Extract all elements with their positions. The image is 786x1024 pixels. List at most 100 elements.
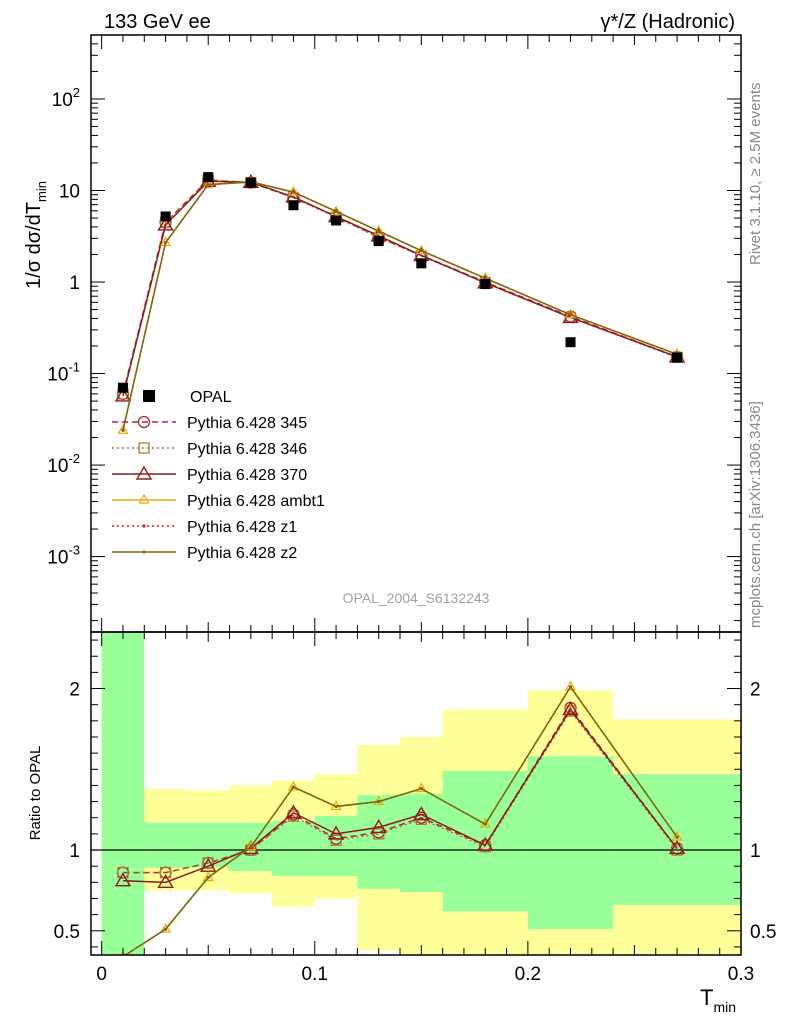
ratio-series-point [413,806,430,821]
ratio-series-point [419,787,423,791]
uncertainty-band-stat [101,632,145,955]
mcplots-label: mcplots.cern.ch [arXiv:1306.3436] [747,401,764,628]
series-point [568,313,573,317]
series-line [122,179,678,395]
ratio-series-point [477,836,494,851]
uncertainty-band-stat [144,822,187,868]
ratio-series-point [415,782,427,793]
uncertainty-band-stat [314,816,358,876]
ratio-series-point [668,840,686,855]
main-frame [90,34,742,633]
x-tick-label: 0.2 [515,964,541,985]
series-point [334,209,338,214]
series-point [291,190,296,194]
header-right: γ*/Z (Hadronic) [601,11,735,33]
ratio-series-point [117,866,129,879]
legend-label: Pythia 6.428 370 [187,467,307,484]
ratio-series-line [122,709,678,874]
ratio-series-point [671,830,683,841]
legend-marker [138,442,150,454]
ratio-series-point [287,780,299,791]
main-plot-area [114,172,686,434]
ratio-series-point [377,799,381,804]
ratio-series-point [160,922,172,933]
ratio-y-tick-label: 0.5 [54,922,80,943]
uncertainty-band-stat [272,820,315,876]
ratio-y-tick-label: 1 [69,841,80,862]
data-point [288,200,299,211]
ratio-series-point [483,822,487,826]
ratio-series-point [199,857,217,872]
series-point [163,240,168,245]
ratio-series-point [370,819,387,834]
legend-label: Pythia 6.428 ambt1 [187,493,325,510]
ratio-series-point [159,866,172,879]
series-point [121,428,125,432]
legend-marker [135,465,153,480]
ratio-series-point [562,701,579,716]
data-point [203,172,214,183]
data-point [565,337,576,348]
ratio-uncertainty-bands [91,632,741,955]
ratio-y-tick-label: 2 [69,680,80,701]
data-point [480,279,491,290]
legend-label: Pythia 6.428 346 [187,441,307,458]
ratio-ylabel: Ratio to OPAL [27,746,44,841]
series-line [122,179,678,395]
x-tick-label: 0 [96,964,107,985]
x-tick-label: 0.1 [302,964,328,985]
y-tick-label: 102 [52,85,80,111]
ratio-series-point [291,785,296,789]
ratio-plot-area [114,680,686,955]
y-tick-label: 10-2 [47,451,80,477]
series-point [419,249,423,253]
uncertainty-band-stat [186,822,230,868]
series-point [483,276,487,280]
uncertainty-band-stat [442,770,528,912]
data-point [373,236,384,247]
ratio-series-point [568,685,573,689]
ratio-series-point [373,828,385,840]
data-point [331,215,342,226]
ratio-series-point [245,840,257,851]
legend-label-data: OPAL [190,389,232,406]
legend-label: Pythia 6.428 z1 [187,519,297,536]
ratio-series-point [163,927,168,931]
uncertainty-band-stat [527,756,614,930]
legend-label: Pythia 6.428 z2 [187,545,297,562]
y-tick-label: 10 [59,181,80,202]
y-tick-label: 10-3 [47,543,80,569]
ratio-series-point [206,875,210,880]
rivet-label: Rivet 3.1.10, ≥ 2.5M events [747,83,764,266]
ratio-series-point [157,873,174,889]
x-axis-label: Tmin [700,985,736,1015]
y-tick-label: 10-1 [47,360,80,386]
series-point [377,229,381,233]
legend-label: Pythia 6.428 345 [187,415,307,432]
legend-marker-data [143,390,155,402]
main-ylabel: 1/σ dσ/dTmin [23,181,49,289]
legend-marker [138,493,150,504]
series-point [114,387,132,402]
ratio-series-point [285,804,302,819]
ratio-series-point [675,835,679,839]
series-point [206,182,210,187]
data-point [245,177,256,188]
data-point [416,258,427,269]
legend-marker [142,550,146,554]
ratio-y-tick-label-right: 0.5 [750,922,776,943]
ratio-series-point [330,834,342,846]
ratio-series-point [114,872,132,887]
y-tick-label: 1 [69,273,80,294]
uncertainty-band-stat [400,793,443,893]
legend-marker [142,524,146,528]
header-left: 133 GeV ee [104,11,211,33]
legend: OPAL Pythia 6.428 345 Pythia 6.428 346 Pyth… [112,389,325,562]
ratio-series-point [249,845,253,849]
series-point [117,424,129,434]
series-point [202,178,214,189]
ratio-series-point [334,804,338,809]
data-point [160,211,171,222]
ratio-series-line [122,708,678,884]
